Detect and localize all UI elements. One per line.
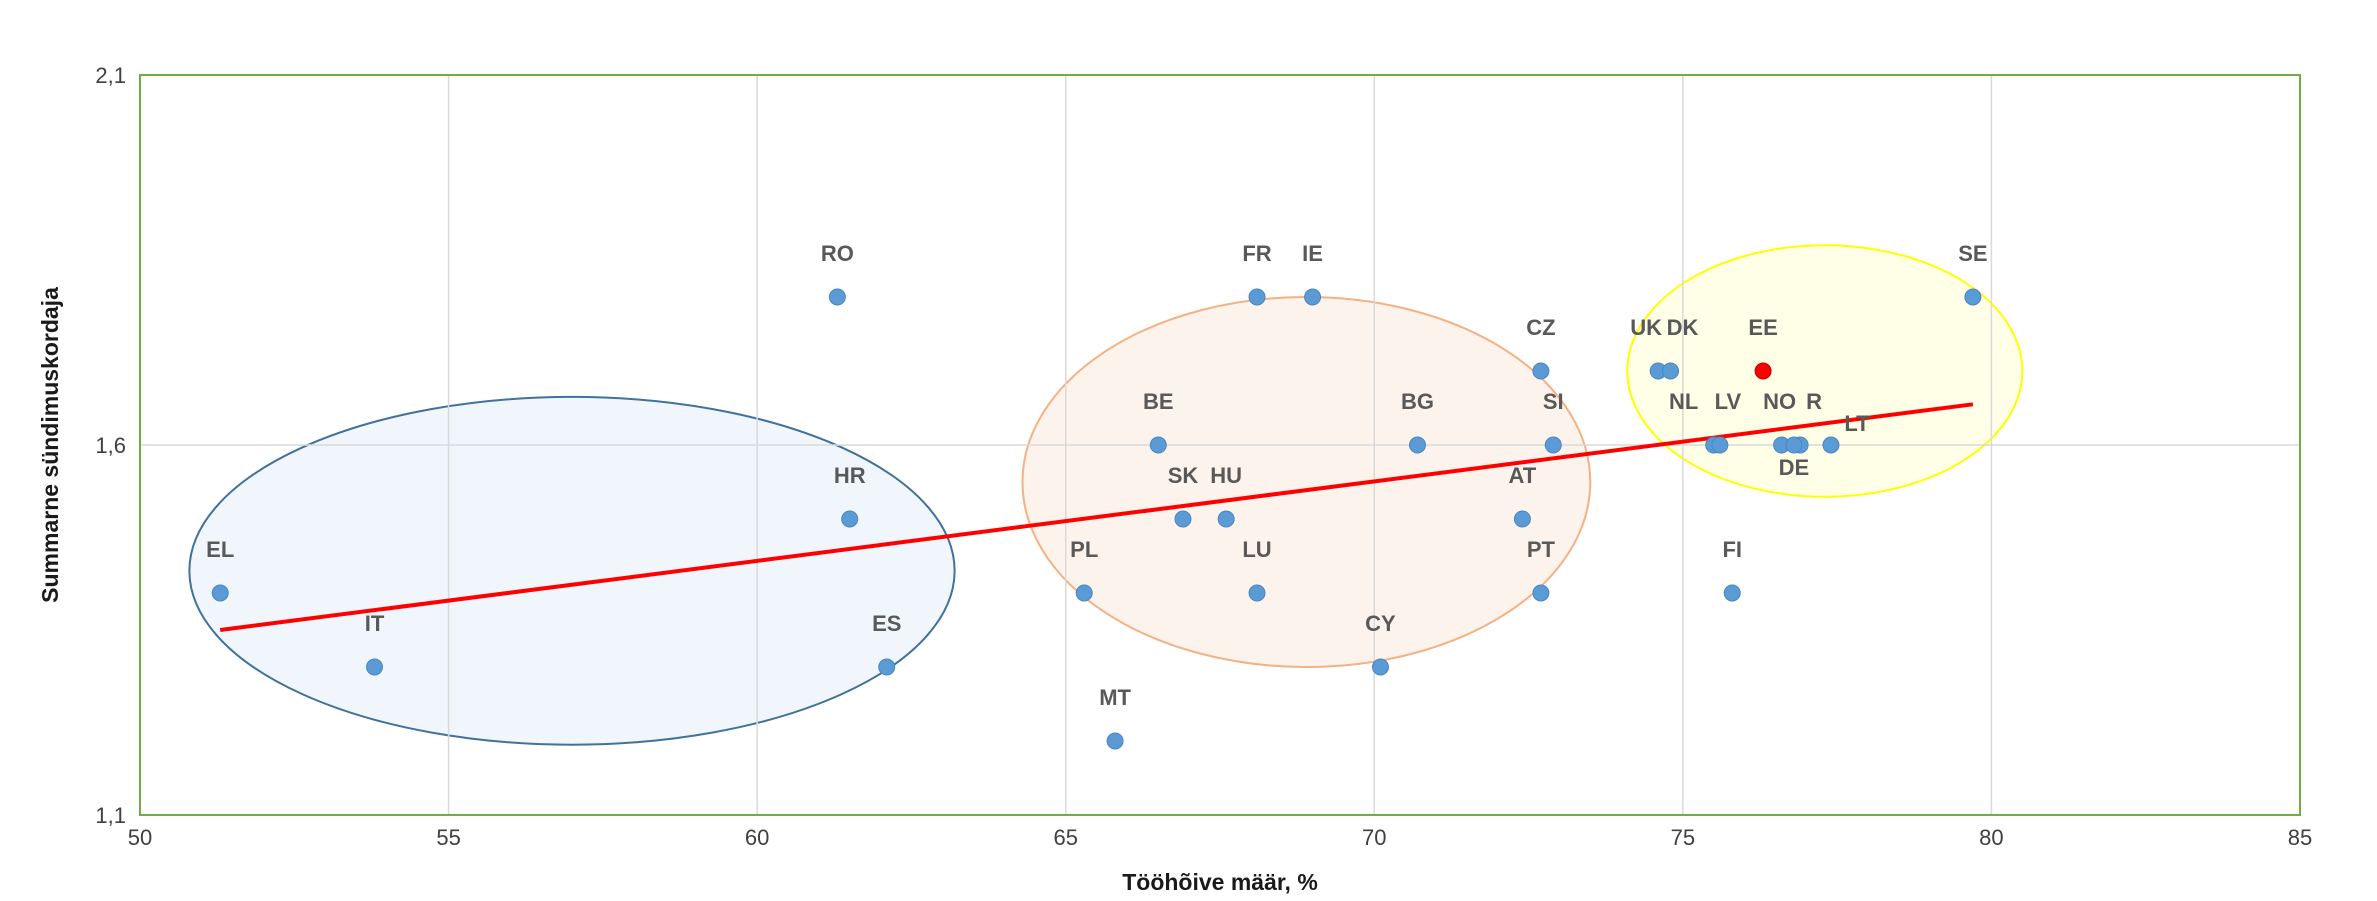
y-tick-label: 2,1 [95, 63, 126, 88]
point-label-lu: LU [1242, 537, 1271, 562]
x-tick-label: 50 [128, 825, 152, 850]
trendline [219, 402, 1974, 632]
point-label-pt: PT [1527, 537, 1556, 562]
point-label-hu: HU [1210, 463, 1242, 488]
data-point-bg [1408, 436, 1426, 454]
point-label-bg: BG [1401, 389, 1434, 414]
data-point-lv [1711, 436, 1729, 454]
x-tick-label: 60 [745, 825, 769, 850]
data-point-cy [1371, 658, 1389, 676]
point-label-mt: MT [1099, 685, 1131, 710]
cluster-ellipse-2 [1021, 296, 1592, 668]
data-point-lu [1248, 584, 1266, 602]
y-axis-title: Summarne sündimuskordaja [37, 287, 63, 603]
point-label-be: BE [1143, 389, 1174, 414]
data-point-se [1964, 288, 1982, 306]
point-label-at: AT [1509, 463, 1537, 488]
point-label-es: ES [872, 611, 901, 636]
axis-ticks: 50 55 60 65 70 75 80 85 1,1 1,6 2,1 [95, 63, 2312, 850]
data-point-at [1513, 510, 1531, 528]
cluster-ellipses [188, 244, 2024, 746]
point-label-hr: HR [834, 463, 866, 488]
data-point-ie [1304, 288, 1322, 306]
point-label-sk: SK [1168, 463, 1199, 488]
x-tick-label: 70 [1362, 825, 1386, 850]
x-tick-label: 75 [1671, 825, 1695, 850]
point-labels: RO FR IE SE CZ EE UK DK BE BG SI NL LV NO R DE LT HR SK HU A… [206, 241, 1987, 710]
cluster-ellipse-1 [188, 395, 956, 746]
point-label-si: SI [1543, 389, 1564, 414]
data-point-mt [1106, 732, 1124, 750]
y-tick-label: 1,1 [95, 803, 126, 828]
data-point-ee [1754, 362, 1772, 380]
point-label-no: NO [1763, 389, 1796, 414]
x-tick-label: 55 [436, 825, 460, 850]
data-point-it [366, 658, 384, 676]
y-tick-label: 1,6 [95, 433, 126, 458]
x-tick-label: 65 [1053, 825, 1077, 850]
data-point-fr [1248, 288, 1266, 306]
data-point-si [1544, 436, 1562, 454]
point-label-ie: IE [1302, 241, 1323, 266]
x-tick-label: 85 [2288, 825, 2312, 850]
point-label-se: SE [1958, 241, 1987, 266]
point-label-nl: NL [1669, 389, 1698, 414]
plot-area-border [139, 74, 2301, 816]
point-label-de: DE [1779, 455, 1810, 480]
data-point-cz [1532, 362, 1550, 380]
data-point-hr [841, 510, 859, 528]
point-label-uk: UK [1630, 315, 1662, 340]
data-point-el [211, 584, 229, 602]
point-label-it: IT [365, 611, 385, 636]
data-points [211, 288, 1982, 750]
data-point-be [1149, 436, 1167, 454]
point-label-pl: PL [1070, 537, 1098, 562]
data-point-sk [1174, 510, 1192, 528]
data-point-lt [1822, 436, 1840, 454]
point-label-dk: DK [1667, 315, 1699, 340]
data-point-ro [828, 288, 846, 306]
point-label-el: EL [206, 537, 234, 562]
point-label-lv: LV [1715, 389, 1742, 414]
point-label-fr: FR [1242, 241, 1271, 266]
point-label-lt: LT [1844, 411, 1870, 436]
x-tick-label: 80 [1979, 825, 2003, 850]
data-point-dk [1662, 362, 1680, 380]
point-label-r: R [1806, 389, 1822, 414]
point-label-cz: CZ [1526, 315, 1555, 340]
cluster-ellipse-3 [1626, 244, 2024, 498]
point-label-ee: EE [1748, 315, 1777, 340]
point-label-fi: FI [1722, 537, 1742, 562]
data-point-hu [1217, 510, 1235, 528]
data-point-de [1785, 436, 1803, 454]
data-point-pt [1532, 584, 1550, 602]
grid-lines [140, 75, 2300, 815]
point-label-cy: CY [1365, 611, 1396, 636]
trendline-layer [219, 402, 1974, 632]
x-axis-title: Tööhõive määr, % [1122, 869, 1318, 895]
data-point-fi [1723, 584, 1741, 602]
data-point-pl [1075, 584, 1093, 602]
point-label-ro: RO [821, 241, 854, 266]
data-point-es [878, 658, 896, 676]
